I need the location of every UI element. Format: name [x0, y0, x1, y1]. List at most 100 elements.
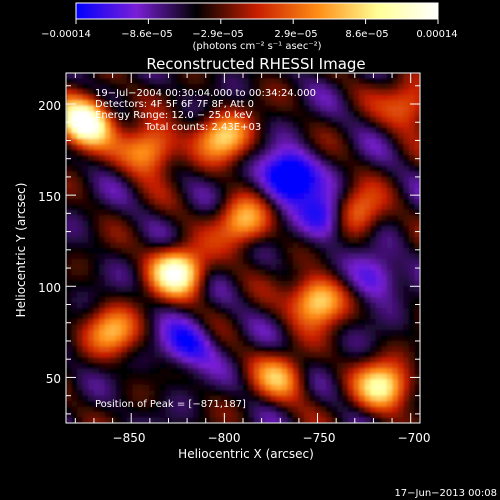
- heatmap-cell: [386, 346, 393, 353]
- heatmap-cell: [320, 209, 327, 216]
- heatmap-cell: [215, 193, 222, 200]
- heatmap-cell: [381, 73, 388, 80]
- heatmap-cell: [204, 379, 211, 386]
- heatmap-cell: [364, 324, 371, 331]
- heatmap-cell: [137, 395, 145, 402]
- heatmap-cell: [386, 149, 393, 156]
- heatmap-cell: [137, 226, 145, 233]
- heatmap-cell: [88, 401, 95, 408]
- heatmap-cell: [171, 384, 178, 391]
- heatmap-cell: [364, 226, 371, 233]
- heatmap-cell: [370, 83, 377, 91]
- heatmap-cell: [359, 275, 366, 282]
- heatmap-cell: [403, 171, 410, 178]
- heatmap-cell: [204, 258, 211, 266]
- heatmap-cell: [303, 198, 310, 205]
- heatmap-cell: [137, 384, 145, 391]
- heatmap-cell: [320, 198, 327, 205]
- heatmap-cell: [381, 264, 388, 271]
- heatmap-cell: [348, 280, 355, 287]
- heatmap-cell: [314, 83, 322, 91]
- heatmap-cell: [403, 220, 410, 227]
- heatmap-cell: [171, 198, 178, 205]
- heatmap-cell: [132, 258, 139, 266]
- heatmap-cell: [88, 319, 95, 326]
- heatmap-cell: [381, 127, 388, 134]
- heatmap-cell: [381, 215, 388, 222]
- heatmap-cell: [292, 291, 299, 298]
- heatmap-cell: [165, 373, 172, 380]
- heatmap-cell: [298, 155, 305, 162]
- heatmap-cell: [160, 182, 167, 189]
- heatmap-cell: [215, 248, 222, 255]
- heatmap-cell: [325, 138, 333, 145]
- heatmap-cell: [126, 209, 133, 216]
- heatmap-cell: [137, 313, 145, 320]
- heatmap-cell: [381, 324, 388, 331]
- heatmap-cell: [348, 286, 355, 293]
- heatmap-cell: [370, 116, 377, 123]
- heatmap-cell: [259, 160, 266, 167]
- heatmap-cell: [104, 346, 111, 353]
- heatmap-cell: [193, 231, 200, 238]
- heatmap-cell: [171, 122, 178, 129]
- heatmap-cell: [187, 209, 194, 216]
- heatmap-cell: [104, 297, 111, 304]
- heatmap-cell: [115, 226, 122, 233]
- heatmap-cell: [254, 237, 261, 244]
- heatmap-cell: [160, 330, 167, 337]
- heatmap-cell: [259, 116, 266, 123]
- heatmap-cell: [243, 335, 250, 342]
- heatmap-cell: [115, 144, 122, 151]
- heatmap-cell: [115, 390, 122, 397]
- heatmap-cell: [403, 280, 410, 287]
- heatmap-cell: [220, 319, 228, 326]
- heatmap-cell: [414, 390, 420, 397]
- heatmap-cell: [403, 368, 410, 375]
- heatmap-cell: [292, 73, 299, 80]
- heatmap-cell: [309, 94, 316, 101]
- heatmap-cell: [364, 302, 371, 309]
- heatmap-cell: [215, 330, 222, 337]
- heatmap-cell: [259, 308, 266, 315]
- heatmap-cell: [254, 89, 261, 96]
- heatmap-cell: [287, 346, 294, 353]
- heatmap-cell: [353, 242, 360, 249]
- heatmap-cell: [137, 412, 145, 419]
- heatmap-cell: [392, 384, 399, 391]
- heatmap-cell: [276, 335, 283, 342]
- heatmap-cell: [287, 417, 294, 423]
- heatmap-cell: [325, 193, 333, 200]
- heatmap-cell: [314, 133, 322, 140]
- heatmap-cell: [276, 176, 283, 183]
- heatmap-cell: [176, 253, 183, 260]
- heatmap-cell: [137, 335, 145, 342]
- heatmap-cell: [237, 264, 244, 271]
- heatmap-cell: [193, 248, 200, 255]
- heatmap-cell: [220, 280, 228, 287]
- heatmap-cell: [375, 89, 382, 96]
- heatmap-cell: [298, 237, 305, 244]
- heatmap-cell: [331, 335, 338, 342]
- heatmap-cell: [254, 286, 261, 293]
- heatmap-cell: [292, 379, 299, 386]
- heatmap-cell: [115, 116, 122, 123]
- heatmap-cell: [303, 226, 310, 233]
- heatmap-cell: [132, 362, 139, 369]
- heatmap-cell: [82, 280, 89, 287]
- heatmap-cell: [143, 417, 150, 423]
- heatmap-cell: [198, 182, 205, 189]
- heatmap-cell: [392, 149, 399, 156]
- heatmap-cell: [265, 291, 272, 298]
- heatmap-cell: [281, 351, 288, 358]
- heatmap-cell: [237, 351, 244, 358]
- heatmap-cell: [248, 122, 255, 129]
- heatmap-cell: [143, 155, 150, 162]
- heatmap-cell: [220, 231, 228, 238]
- heatmap-cell: [298, 204, 305, 211]
- heatmap-cell: [215, 280, 222, 287]
- heatmap-cell: [115, 395, 122, 402]
- heatmap-cell: [265, 340, 272, 348]
- heatmap-cell: [231, 340, 239, 348]
- heatmap-cell: [215, 89, 222, 96]
